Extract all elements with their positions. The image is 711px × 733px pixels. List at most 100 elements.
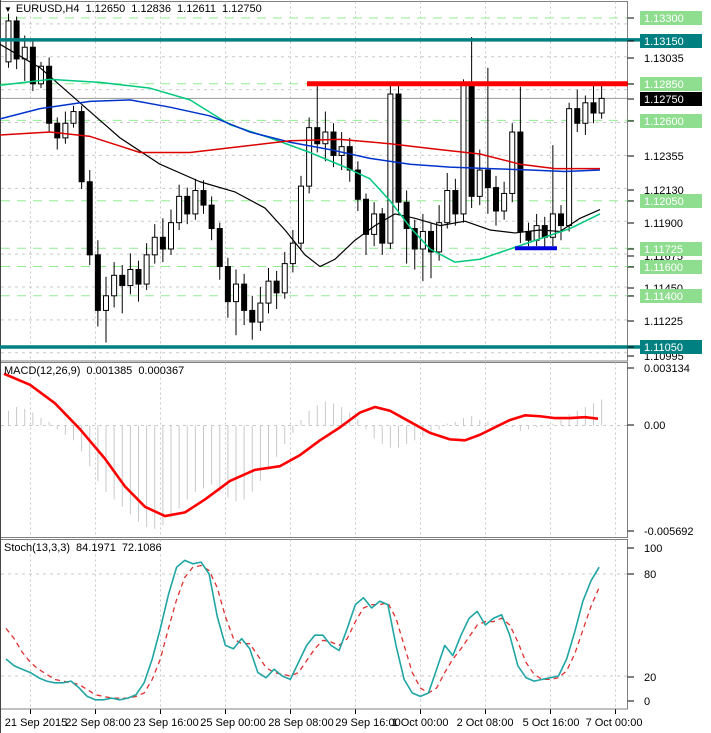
stoch-axis-label: 20 — [644, 672, 656, 684]
candle-body — [346, 146, 353, 171]
candle-body — [330, 131, 337, 156]
candle-body — [549, 213, 556, 238]
candle — [103, 276, 109, 343]
candle-body — [574, 108, 581, 124]
ohlc-close-value: 1.12750 — [221, 3, 262, 15]
ohlc-open-value: 1.12650 — [85, 3, 126, 15]
candle-body — [135, 268, 142, 285]
price-label: 1.11600 — [644, 262, 683, 274]
price-label-box-green — [640, 242, 702, 256]
candle-body — [558, 213, 564, 227]
candle-body — [444, 190, 451, 224]
candle-body — [517, 131, 524, 232]
symbol-dropdown-icon[interactable]: ▼ — [4, 5, 12, 14]
ma-blue-line — [0, 99, 601, 173]
candle-body — [62, 122, 69, 139]
candle-body — [371, 213, 378, 235]
candle-body — [598, 97, 605, 114]
candle — [289, 229, 296, 273]
stoch-panel-border — [0, 539, 628, 710]
chart-objects-layer — [0, 38, 641, 349]
price-label: 1.11225 — [644, 316, 683, 328]
candle-body — [257, 302, 264, 323]
price-label: 1.12600 — [644, 116, 684, 128]
price-label-box-green — [640, 77, 702, 91]
candle — [582, 95, 589, 135]
candle — [493, 175, 499, 226]
candle — [314, 83, 321, 153]
price-label-box-black — [640, 92, 702, 106]
candle-body — [582, 102, 589, 124]
candle — [224, 257, 231, 318]
candle-body — [468, 84, 475, 197]
candle — [419, 213, 426, 282]
time-label: 23 Sep 16:00 — [133, 717, 198, 729]
candle-body — [306, 127, 313, 187]
price-label-box-teal — [640, 34, 702, 48]
candle-body — [192, 190, 199, 215]
time-label: 29 Sep 16:00 — [335, 717, 400, 729]
candle — [411, 219, 418, 270]
candle — [216, 222, 223, 280]
candle — [468, 37, 475, 209]
candle-body — [119, 274, 126, 287]
time-label: 7 Oct 00:00 — [586, 717, 643, 729]
candle-body — [103, 295, 109, 311]
candle — [476, 149, 483, 206]
time-label: 5 Oct 16:00 — [523, 717, 580, 729]
candle — [363, 193, 369, 255]
price-label-box-green — [640, 114, 702, 128]
stoch-k-line — [5, 559, 600, 701]
candle — [249, 295, 256, 340]
stoch-axis-label: 100 — [644, 543, 662, 555]
candle-body — [379, 213, 386, 244]
price-label: 1.13035 — [644, 53, 684, 65]
candle-body — [176, 195, 183, 224]
candle — [257, 287, 264, 331]
candle-body — [501, 192, 508, 212]
candle-body — [436, 222, 443, 253]
price-label: 1.12355 — [644, 151, 684, 163]
candle-body — [233, 283, 239, 303]
candle-body — [314, 127, 321, 145]
stoch-k-value: 84.1971 — [76, 542, 116, 554]
stoch-indicator-header: Stoch(13,3,3) 84.1971 72.1086 — [4, 542, 168, 554]
price-label: 1.13300 — [644, 13, 684, 25]
candle-body — [200, 190, 207, 206]
candle — [379, 208, 386, 255]
macd-axis: 0.003134 0.00 -0.005692 — [627, 363, 694, 538]
candle — [208, 196, 215, 241]
candles-layer — [5, 13, 605, 343]
candle-body — [159, 236, 166, 250]
candle — [306, 117, 313, 194]
candle — [200, 180, 207, 214]
candle — [265, 268, 272, 314]
time-label: 2 Oct 08:00 — [457, 717, 514, 729]
moving-averages-layer — [0, 43, 601, 268]
ohlc-high-value: 1.12836 — [131, 3, 172, 15]
candle — [94, 240, 101, 327]
candle-body — [78, 111, 85, 183]
macd-main-value: 0.001385 — [86, 365, 133, 377]
candle — [241, 273, 248, 326]
price-label-box-green — [640, 260, 702, 274]
symbol-ohlc-header: ▼ EURUSD,H4 1.12650 1.12836 1.12611 1.12750 — [4, 3, 268, 15]
candle — [176, 184, 183, 230]
candle — [159, 218, 166, 263]
candle-body — [208, 204, 215, 230]
candle-body — [168, 222, 174, 250]
candle — [78, 105, 85, 190]
candle — [354, 161, 361, 211]
candle — [111, 262, 118, 308]
candle-body — [354, 169, 361, 200]
price-label: 1.11900 — [644, 218, 683, 230]
candle — [13, 16, 20, 70]
candle — [387, 85, 394, 249]
time-label: 1 Oct 00:00 — [392, 717, 449, 729]
time-label: 22 Sep 08:00 — [65, 717, 130, 729]
candle-body — [70, 111, 77, 124]
candle — [460, 79, 467, 223]
candle-body — [265, 280, 272, 304]
candle-body — [249, 309, 256, 323]
